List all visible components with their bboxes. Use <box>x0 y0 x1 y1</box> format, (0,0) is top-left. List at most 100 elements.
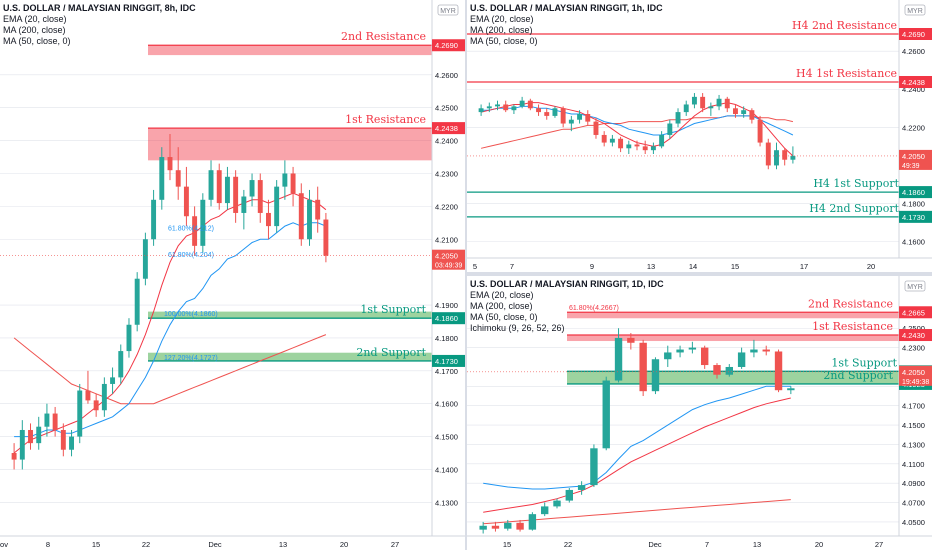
panel-divider[interactable] <box>467 272 932 276</box>
level-price-tag: 4.1860 <box>902 188 925 197</box>
current-price-tag-bg <box>899 365 932 386</box>
legend-ma50: MA (50, close, 0) <box>3 36 71 46</box>
candle-body <box>282 173 288 187</box>
candle-body <box>224 176 230 204</box>
candle-body <box>249 180 255 197</box>
legend-ma200: MA (200, close) <box>3 25 66 35</box>
candle-body <box>69 436 74 450</box>
level-label: 2nd Support <box>823 369 893 382</box>
candle-body <box>544 112 550 116</box>
level-label: H4 1st Support <box>813 177 899 190</box>
legend-1d: U.S. DOLLAR / MALAYSIAN RINGGIT, 1D, IDC… <box>470 279 664 334</box>
time-axis-bg <box>467 536 932 550</box>
ema20-line <box>483 385 791 490</box>
y-tick-label: 4.2300 <box>435 169 458 178</box>
candle-body <box>691 96 697 105</box>
candle-body <box>118 351 124 378</box>
candle-body <box>274 186 280 227</box>
price-tag-bg <box>899 28 932 40</box>
candle-body <box>142 239 148 279</box>
candle-body <box>553 500 561 507</box>
candle-body <box>183 186 189 217</box>
y-tick-label: 4.0500 <box>902 518 925 527</box>
level-label: 2nd Support <box>356 346 426 359</box>
level-zone <box>148 352 432 361</box>
level-price-tag: 4.1860 <box>435 314 458 323</box>
candle-body <box>688 347 697 350</box>
chart-panel-1d[interactable]: 2nd Resistance 1st Resistance 1st Support 2… <box>467 276 932 550</box>
y-tick-label: 4.1700 <box>435 367 458 376</box>
candle-body <box>298 193 304 240</box>
level-zone <box>148 311 432 319</box>
candle-body <box>208 170 214 200</box>
level-label: H4 2nd Support <box>809 202 899 215</box>
candle-body <box>36 426 42 444</box>
candle-body <box>601 134 607 143</box>
level-price-tag: 4.1730 <box>902 213 925 222</box>
price-tag-bg <box>899 186 932 199</box>
chart-panel-8h[interactable]: 2nd Resistance 1st Resistance 1st Support 2… <box>0 0 465 550</box>
countdown-label: 49:39 <box>902 163 920 170</box>
y-tick-label: 4.2500 <box>902 324 925 333</box>
candle-body <box>257 180 263 213</box>
fib-label: 127.20%(4.1727) <box>164 355 218 362</box>
candle-body <box>541 506 549 515</box>
ma50-line <box>483 397 791 513</box>
legend-8h: U.S. DOLLAR / MALAYSIAN RINGGIT, 8h, IDC… <box>3 3 196 47</box>
level-zone <box>148 128 432 161</box>
currency-badge <box>437 4 459 16</box>
panel-divider[interactable] <box>465 0 467 550</box>
x-tick-label: 9 <box>590 262 594 271</box>
level-price-tag: 4.2665 <box>902 308 925 317</box>
price-tag-bg <box>899 329 932 342</box>
candle-body <box>126 324 132 352</box>
y-tick-label: 4.1800 <box>435 334 458 343</box>
y-tick-label: 4.0700 <box>902 499 925 508</box>
candle-body <box>757 119 763 143</box>
candle-body <box>19 429 25 460</box>
candle-body <box>737 352 746 367</box>
time-axis-bg <box>467 258 932 272</box>
x-tick-label: 7 <box>705 540 709 549</box>
candle-body <box>782 150 788 160</box>
y-tick-label: 4.2200 <box>902 123 925 132</box>
legend-ema: EMA (20, close) <box>470 290 534 300</box>
candle-body <box>634 144 640 147</box>
candle-body <box>241 196 247 213</box>
candle-body <box>774 351 783 391</box>
candle-body <box>765 142 771 166</box>
y-tick-label: 4.1500 <box>435 433 458 442</box>
candle-body <box>233 176 239 213</box>
candle-body <box>290 173 296 194</box>
candle-body <box>504 522 512 529</box>
level-zone <box>567 312 899 319</box>
y-tick-label: 4.2300 <box>902 344 925 353</box>
price-axis-bg <box>899 276 932 550</box>
y-tick-label: 4.1300 <box>902 440 925 449</box>
x-tick-label: 13 <box>647 262 655 271</box>
chart-1h-svg[interactable]: H4 2nd Resistance H4 1st Resistance H4 1st… <box>467 0 932 272</box>
candle-body <box>11 453 17 460</box>
currency-badge <box>904 280 926 292</box>
y-tick-label: 4.2600 <box>435 71 458 80</box>
candle-body <box>93 400 99 411</box>
currency-label: MYR <box>907 284 923 291</box>
level-label: 1st Resistance <box>345 113 426 126</box>
chart-title: U.S. DOLLAR / MALAYSIAN RINGGIT, 1D, IDC <box>470 279 664 289</box>
x-tick-label: 14 <box>689 262 697 271</box>
current-price-tag-bg <box>432 249 465 270</box>
candle-body <box>167 157 173 171</box>
candle-body <box>552 108 558 116</box>
chart-8h-svg[interactable]: 2nd Resistance 1st Resistance 1st Support 2… <box>0 0 465 550</box>
level-price-tag: 4.1730 <box>435 357 458 366</box>
x-tick-label: 20 <box>867 262 875 271</box>
level-label: 2nd Resistance <box>341 30 426 43</box>
candle-body <box>650 146 656 151</box>
x-tick-label: 20 <box>340 540 348 549</box>
candle-body <box>565 489 573 501</box>
level-label: 2nd Resistance <box>808 297 893 310</box>
y-tick-label: 4.2100 <box>435 235 458 244</box>
chart-panel-1h[interactable]: H4 2nd Resistance H4 1st Resistance H4 1st… <box>467 0 932 272</box>
ema20-line <box>14 222 327 438</box>
